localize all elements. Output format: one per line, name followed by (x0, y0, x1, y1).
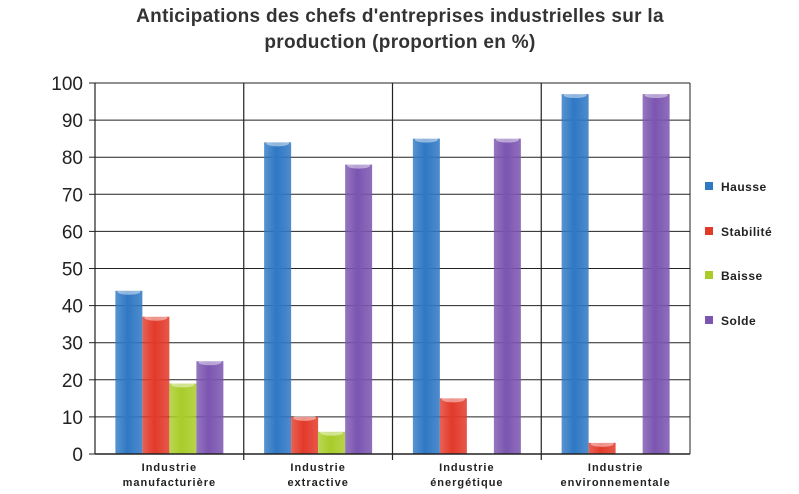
x-tick-label: Industrie (439, 462, 494, 474)
legend-swatch-hausse (705, 182, 713, 190)
bar-solde (196, 361, 224, 454)
y-tick-label: 70 (62, 185, 83, 206)
bar-highlight (495, 136, 519, 143)
bar-hausse (115, 290, 143, 454)
y-tick-label: 30 (62, 334, 83, 355)
y-tick-label: 20 (62, 371, 83, 392)
bar-baisse (318, 431, 346, 454)
y-tick-label: 50 (62, 260, 83, 281)
bars (115, 92, 670, 455)
bar-baisse (169, 383, 197, 454)
legend-swatch-stabilité (705, 227, 713, 235)
bar-highlight (144, 314, 168, 321)
x-tick-label: énergétique (430, 477, 503, 489)
bar-highlight (414, 136, 438, 143)
y-tick-label: 0 (72, 445, 83, 466)
bar-highlight (563, 92, 587, 99)
bar-highlight (590, 440, 614, 447)
bar-solde (642, 94, 670, 454)
x-tick-label: Industrie (290, 462, 345, 474)
x-tick-label: environnementale (561, 477, 671, 489)
bar-highlight (293, 414, 317, 421)
y-tick-label: 10 (62, 408, 83, 429)
legend-label: Solde (721, 314, 756, 328)
x-tick-label: Industrie (588, 462, 643, 474)
axes: 0 10 20 30 40 50 60 70 80 90 100 Industrie manufactu… (51, 74, 691, 489)
y-tick-label: 60 (62, 222, 83, 243)
bar-highlight (320, 429, 344, 436)
legend-swatch-solde (705, 316, 713, 324)
bar-highlight (198, 359, 222, 366)
chart-title-line-2: production (proportion en %) (264, 32, 535, 53)
bar-hausse (264, 142, 292, 455)
x-tick-label: extractive (287, 477, 348, 489)
bar-stabilité (588, 442, 616, 454)
bar-solde (493, 138, 521, 454)
y-tick-label: 40 (62, 297, 83, 318)
y-tick-label: 100 (51, 74, 83, 95)
bar-highlight (266, 140, 290, 147)
bar-solde (345, 164, 373, 454)
x-tick-label: manufacturière (123, 477, 216, 489)
bar-highlight (347, 162, 371, 169)
y-tick-label: 80 (62, 148, 83, 169)
legend-label: Hausse (721, 180, 767, 194)
bar-stabilité (439, 398, 467, 454)
bar-highlight (644, 92, 668, 99)
bar-highlight (171, 381, 195, 388)
bar-hausse (412, 138, 440, 454)
x-tick-label: Industrie (142, 462, 197, 474)
legend-swatch-baisse (705, 271, 713, 279)
chart-title-line-1: Anticipations des chefs d'entreprises in… (136, 6, 664, 27)
legend-label: Stabilité (721, 225, 772, 239)
bar-stabilité (142, 316, 170, 454)
legend-label: Baisse (721, 269, 763, 283)
y-tick-label: 90 (62, 111, 83, 132)
legend: Hausse Stabilité Baisse Solde (705, 180, 772, 328)
bar-highlight (117, 288, 141, 295)
bar-hausse (561, 94, 589, 454)
bar-stabilité (291, 416, 319, 454)
bar-highlight (441, 396, 465, 403)
